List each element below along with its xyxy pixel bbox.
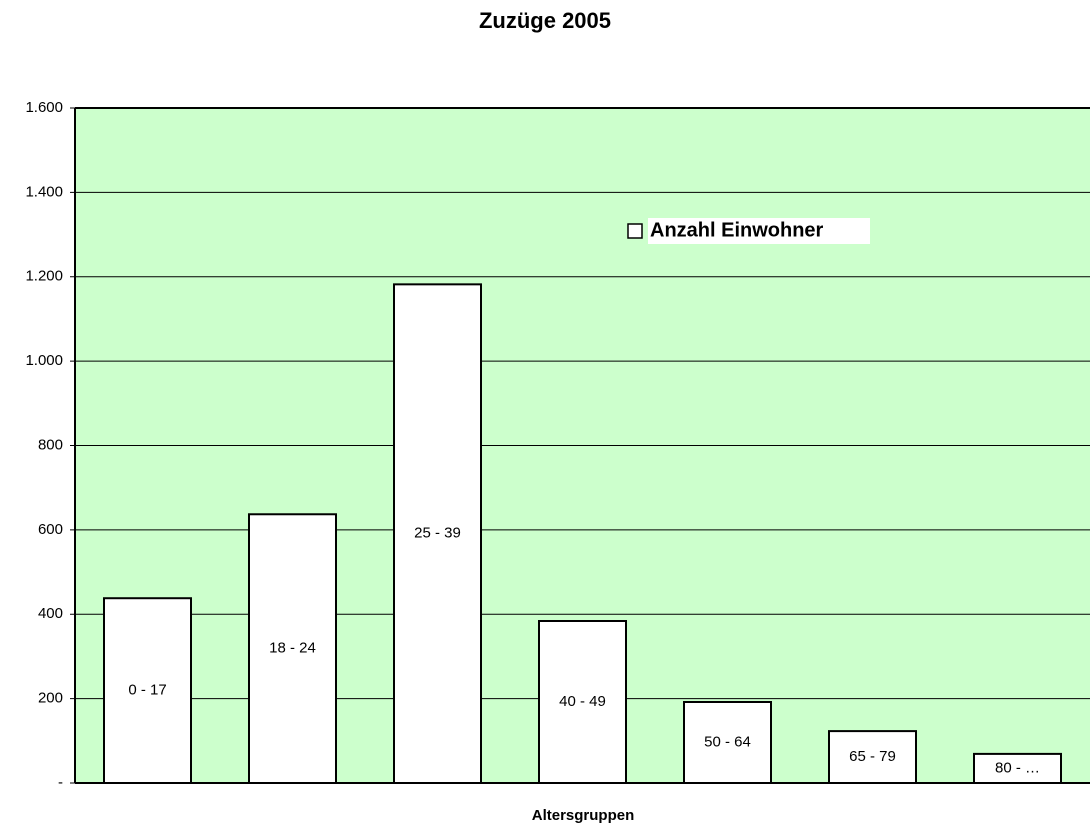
y-tick-label: 1.400 [25, 183, 63, 200]
bar [973, 752, 1062, 784]
bar-label: 65 - 79 [849, 748, 896, 765]
y-tick-label: 1.000 [25, 352, 63, 369]
bar [103, 597, 192, 784]
y-tick-label: 200 [38, 690, 63, 707]
bar [683, 701, 772, 784]
bar-label: 25 - 39 [414, 525, 461, 542]
y-tick-label: 1.600 [25, 99, 63, 116]
bar [248, 513, 337, 784]
chart-title: Zuzüge 2005 [479, 8, 611, 33]
bar-label: 80 - … [995, 759, 1040, 776]
bar [538, 620, 627, 784]
bar [393, 283, 482, 784]
bar-label: 18 - 24 [269, 640, 316, 657]
y-tick-label: 600 [38, 521, 63, 538]
legend-swatch [627, 223, 643, 239]
y-tick-label: 1.200 [25, 268, 63, 285]
bar [828, 730, 917, 784]
x-axis-label: Altersgruppen [532, 807, 635, 824]
bar-label: 50 - 64 [704, 733, 751, 750]
y-tick-label: 400 [38, 605, 63, 622]
legend-box [648, 218, 870, 244]
bar-label: 0 - 17 [128, 682, 166, 699]
y-tick-label: 800 [38, 436, 63, 453]
bar-label: 40 - 49 [559, 693, 606, 710]
y-tick-label: - [58, 774, 63, 791]
legend-label: Anzahl Einwohner [650, 219, 824, 241]
